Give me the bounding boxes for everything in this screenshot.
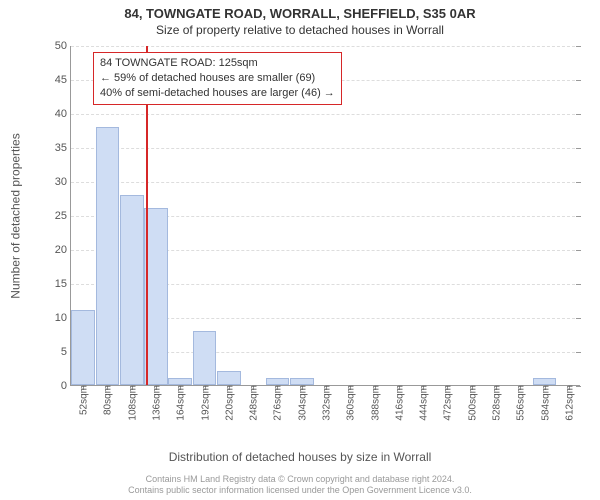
- y-tick-label: 40: [43, 108, 71, 120]
- footer-line-2: Contains public sector information licen…: [0, 485, 600, 496]
- x-tick-label: 416sqm: [392, 385, 405, 421]
- y-tick-label: 5: [43, 346, 71, 358]
- x-axis-label: Distribution of detached houses by size …: [0, 450, 600, 464]
- x-tick-label: 388sqm: [368, 385, 381, 421]
- x-tick-label: 528sqm: [490, 385, 503, 421]
- histogram-bar: [290, 378, 314, 385]
- y-tick-mark: [576, 284, 581, 285]
- x-tick-label: 136sqm: [150, 385, 163, 421]
- y-tick-mark: [576, 114, 581, 115]
- page-title: 84, TOWNGATE ROAD, WORRALL, SHEFFIELD, S…: [0, 0, 600, 21]
- x-tick-label: 164sqm: [174, 385, 187, 421]
- x-tick-label: 304sqm: [295, 385, 308, 421]
- plot-area: 0510152025303540455052sqm80sqm108sqm136s…: [70, 46, 580, 386]
- y-tick-mark: [576, 182, 581, 183]
- x-tick-label: 556sqm: [514, 385, 527, 421]
- y-tick-mark: [576, 216, 581, 217]
- histogram-bar: [96, 127, 120, 385]
- x-tick-label: 220sqm: [222, 385, 235, 421]
- x-tick-label: 192sqm: [198, 385, 211, 421]
- x-tick-label: 472sqm: [441, 385, 454, 421]
- y-tick-mark: [576, 148, 581, 149]
- page-subtitle: Size of property relative to detached ho…: [0, 23, 600, 37]
- y-tick-label: 30: [43, 176, 71, 188]
- chart: 0510152025303540455052sqm80sqm108sqm136s…: [50, 46, 580, 416]
- callout-line-1: 84 TOWNGATE ROAD: 125sqm: [100, 56, 335, 71]
- x-tick-label: 248sqm: [247, 385, 260, 421]
- y-tick-label: 0: [43, 380, 71, 392]
- y-axis-label: Number of detached properties: [8, 46, 24, 386]
- y-tick-mark: [576, 46, 581, 47]
- y-tick-label: 25: [43, 210, 71, 222]
- y-tick-label: 20: [43, 244, 71, 256]
- histogram-bar: [217, 371, 241, 385]
- y-tick-label: 10: [43, 312, 71, 324]
- x-tick-label: 108sqm: [125, 385, 138, 421]
- x-tick-label: 500sqm: [465, 385, 478, 421]
- x-tick-label: 444sqm: [417, 385, 430, 421]
- y-tick-mark: [576, 80, 581, 81]
- footer-attribution: Contains HM Land Registry data © Crown c…: [0, 474, 600, 497]
- x-tick-label: 612sqm: [562, 385, 575, 421]
- x-tick-label: 80sqm: [101, 385, 114, 415]
- y-tick-mark: [576, 250, 581, 251]
- y-tick-label: 15: [43, 278, 71, 290]
- histogram-bar: [266, 378, 290, 385]
- histogram-bar: [533, 378, 557, 385]
- callout-line-2: ← 59% of detached houses are smaller (69…: [100, 71, 335, 86]
- y-tick-mark: [576, 318, 581, 319]
- callout-box: 84 TOWNGATE ROAD: 125sqm ← 59% of detach…: [93, 52, 342, 105]
- y-tick-mark: [576, 386, 581, 387]
- x-tick-label: 584sqm: [538, 385, 551, 421]
- x-tick-label: 276sqm: [271, 385, 284, 421]
- y-tick-mark: [576, 352, 581, 353]
- histogram-bar: [120, 195, 144, 385]
- footer-line-1: Contains HM Land Registry data © Crown c…: [0, 474, 600, 485]
- x-tick-label: 332sqm: [320, 385, 333, 421]
- x-tick-label: 52sqm: [77, 385, 90, 415]
- callout-line-3: 40% of semi-detached houses are larger (…: [100, 86, 335, 101]
- y-tick-label: 35: [43, 142, 71, 154]
- histogram-bar: [193, 331, 217, 385]
- y-tick-label: 50: [43, 40, 71, 52]
- x-tick-label: 360sqm: [344, 385, 357, 421]
- histogram-bar: [71, 310, 95, 385]
- histogram-bar: [168, 378, 192, 385]
- y-tick-label: 45: [43, 74, 71, 86]
